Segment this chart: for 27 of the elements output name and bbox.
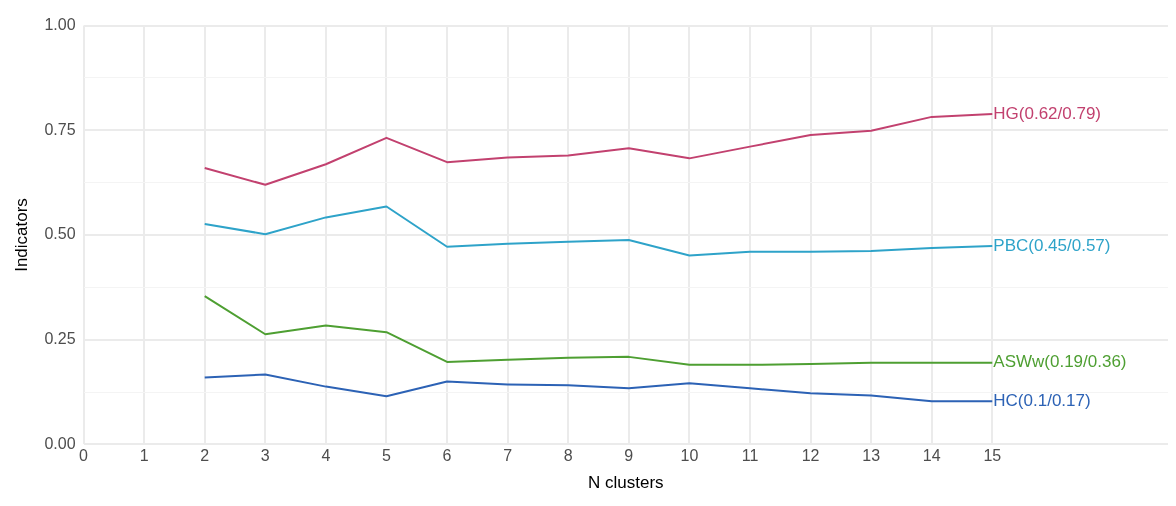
y-tick-label: 0.25 <box>44 330 76 348</box>
x-tick-label: 7 <box>503 447 513 465</box>
x-tick-label: 9 <box>624 447 634 465</box>
series-label: HC(0.1/0.17) <box>993 390 1091 410</box>
x-tick-label: 2 <box>200 447 210 465</box>
x-tick-label: 8 <box>563 447 573 465</box>
x-tick-label: 4 <box>321 447 331 465</box>
series-label: ASWw(0.19/0.36) <box>993 352 1127 372</box>
y-axis-title: Indicators <box>11 198 31 272</box>
x-tick-label: 14 <box>922 447 941 465</box>
y-tick-label: 0.75 <box>44 120 76 138</box>
x-tick-label: 1 <box>139 447 149 465</box>
x-tick-label: 10 <box>680 447 699 465</box>
x-tick-label: 0 <box>79 447 89 465</box>
x-tick-label: 5 <box>382 447 392 465</box>
series-label: HG(0.62/0.79) <box>993 103 1102 123</box>
x-tick-label: 12 <box>801 447 820 465</box>
series-label: PBC(0.45/0.57) <box>993 235 1111 255</box>
x-tick-label: 11 <box>741 447 759 465</box>
x-tick-label: 13 <box>862 447 881 465</box>
x-tick-label: 15 <box>983 447 1002 465</box>
y-tick-label: 1.00 <box>44 16 76 34</box>
y-tick-label: 0.00 <box>44 434 76 452</box>
x-axis-title: N clusters <box>587 473 664 493</box>
x-tick-label: 3 <box>260 447 270 465</box>
y-tick-label: 0.50 <box>44 225 76 243</box>
x-tick-label: 6 <box>442 447 452 465</box>
